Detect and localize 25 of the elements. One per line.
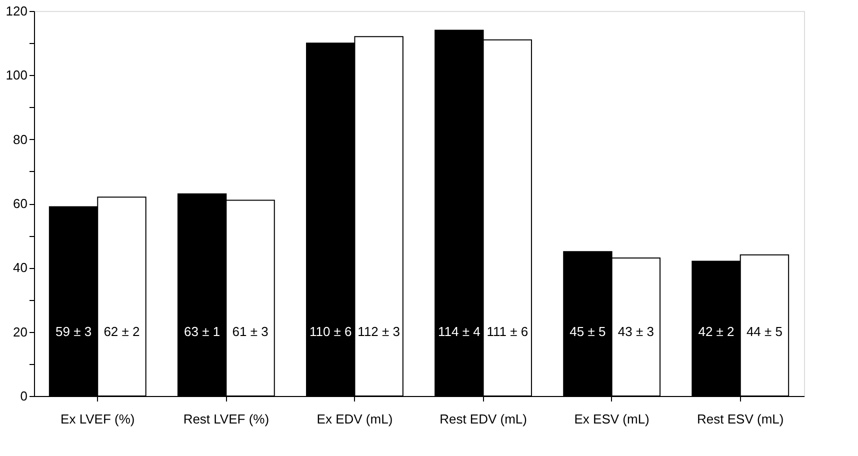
- data-label: 63 ± 1: [184, 324, 220, 339]
- y-tick-label: 0: [20, 388, 28, 404]
- x-tick-label: Ex LVEF (%): [60, 412, 135, 426]
- data-label: 114 ± 4: [438, 324, 480, 339]
- data-label: 42 ± 2: [698, 324, 734, 339]
- data-label: 61 ± 3: [232, 324, 268, 339]
- data-label: 43 ± 3: [618, 324, 654, 339]
- y-tick-label: 100: [6, 68, 28, 83]
- data-label: 110 ± 6: [309, 324, 352, 339]
- y-tick-label: 80: [13, 132, 28, 147]
- x-tick-label: Ex EDV (mL): [316, 412, 393, 426]
- y-tick-label: 20: [13, 324, 28, 340]
- data-label: 59 ± 3: [55, 324, 92, 339]
- data-label: 45 ± 5: [570, 324, 606, 339]
- x-tick-label: Rest LVEF (%): [183, 412, 270, 426]
- y-tick-label: 40: [13, 260, 28, 276]
- data-label: 44 ± 5: [746, 324, 783, 339]
- x-tick-label: Ex ESV (mL): [574, 412, 650, 426]
- data-label: 112 ± 3: [358, 324, 400, 339]
- data-label: 111 ± 6: [486, 324, 528, 339]
- data-label: 62 ± 2: [104, 324, 140, 339]
- y-tick-label: 120: [6, 4, 28, 18]
- x-tick-label: Rest ESV (mL): [697, 412, 784, 426]
- x-tick-label: Rest EDV (mL): [440, 412, 527, 426]
- y-tick-label: 60: [13, 196, 28, 211]
